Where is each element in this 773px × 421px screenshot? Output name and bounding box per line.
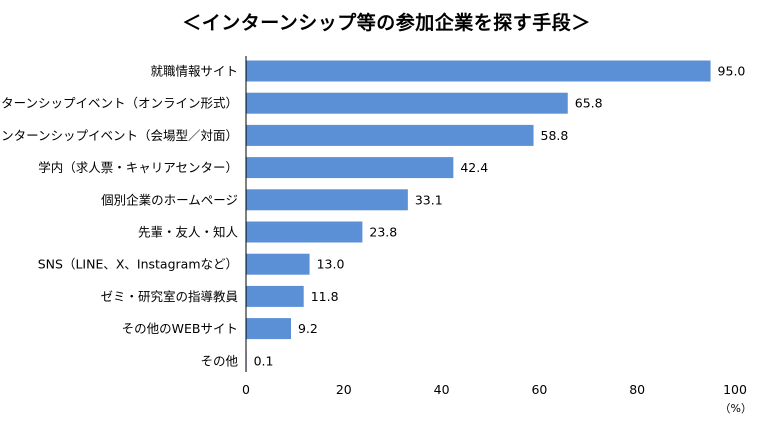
bar [246, 318, 291, 340]
category-label: SNS（LINE、X、Instagramなど） [38, 257, 238, 272]
value-label: 58.8 [541, 128, 569, 143]
x-tick-label: 60 [531, 382, 547, 397]
value-label: 42.4 [460, 160, 488, 175]
bar [246, 253, 310, 275]
chart-title: ＜インターンシップ等の参加企業を探す手段＞ [182, 12, 591, 34]
x-tick-label: 100 [723, 382, 747, 397]
x-axis-ticks: 0 20 40 60 80 100 [242, 382, 747, 397]
x-tick-label: 20 [336, 382, 352, 397]
category-label: 先輩・友人・知人 [138, 225, 239, 240]
bar [246, 221, 363, 243]
bar [246, 124, 534, 146]
bar [246, 189, 408, 211]
value-label: 13.0 [317, 257, 345, 272]
value-labels: 95.0 65.8 58.8 42.4 33.1 23.8 13.0 11.8 9.2 0.1 [254, 64, 746, 369]
bar [246, 92, 568, 114]
value-label: 9.2 [298, 321, 318, 336]
category-label: ゼミ・研究室の指導教員 [100, 289, 238, 304]
category-label: その他 [200, 353, 238, 368]
bars [246, 60, 711, 372]
value-label: 65.8 [575, 96, 603, 111]
value-label: 11.8 [311, 289, 339, 304]
value-label: 33.1 [415, 192, 443, 207]
x-tick-label: 0 [242, 382, 250, 397]
value-label: 0.1 [254, 353, 274, 368]
category-label: 学内（求人票・キャリアセンター） [38, 160, 238, 175]
category-label: インターンシップイベント（オンライン形式） [0, 96, 238, 111]
bar [246, 60, 711, 82]
x-tick-label: 80 [629, 382, 645, 397]
x-axis-unit: （%） [720, 402, 752, 415]
value-label: 23.8 [369, 225, 397, 240]
category-label: インターンシップイベント（会場型／対面） [0, 128, 238, 143]
category-label: その他のWEBサイト [122, 321, 238, 336]
x-tick-label: 40 [434, 382, 450, 397]
category-label: 個別企業のホームページ [101, 192, 238, 207]
bar [246, 285, 304, 307]
value-label: 95.0 [718, 64, 746, 79]
bar [246, 157, 454, 179]
category-label: 就職情報サイト [150, 64, 238, 79]
